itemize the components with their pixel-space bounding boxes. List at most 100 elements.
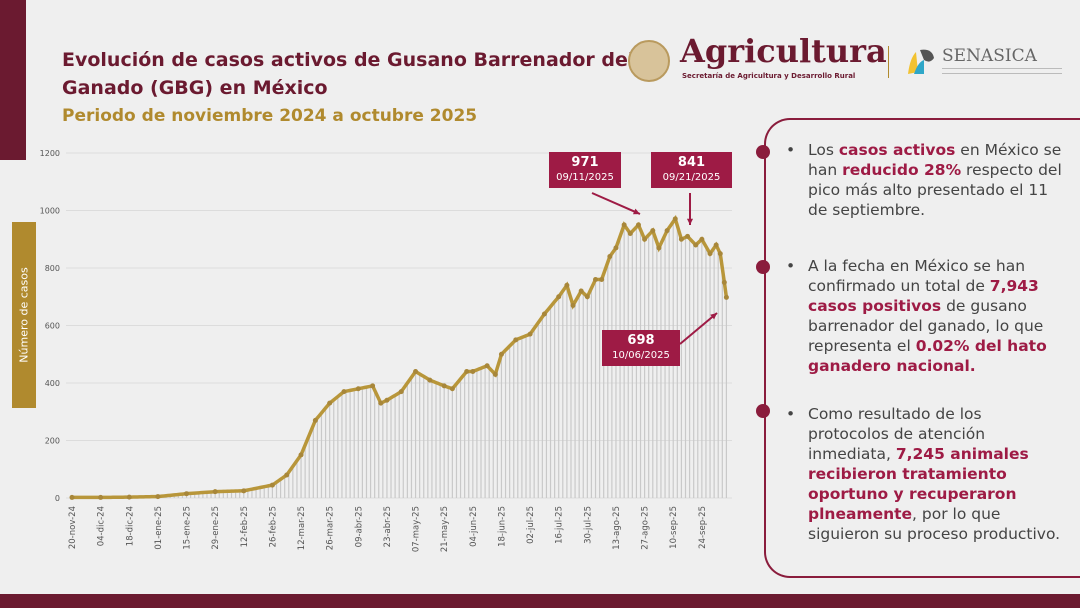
data-point bbox=[370, 383, 376, 389]
data-point bbox=[678, 236, 684, 242]
bullet-dot-1 bbox=[756, 145, 770, 159]
senasica-logo-icon bbox=[908, 49, 934, 74]
data-point bbox=[312, 417, 318, 423]
y-tick-label: 600 bbox=[45, 322, 60, 331]
x-tick-label: 24-sep-25 bbox=[698, 506, 708, 549]
data-point bbox=[155, 494, 161, 500]
data-point bbox=[355, 386, 361, 392]
data-point bbox=[621, 222, 627, 228]
data-point bbox=[126, 494, 132, 500]
bottom-band bbox=[0, 594, 1080, 608]
data-point bbox=[184, 491, 190, 497]
data-point bbox=[717, 251, 723, 257]
data-point bbox=[541, 311, 547, 317]
x-tick-label: 09-abr-25 bbox=[354, 506, 364, 547]
y-tick-label: 1200 bbox=[40, 149, 60, 158]
bullet-text: Como resultado de los protocolos de aten… bbox=[808, 404, 1066, 544]
data-point bbox=[427, 377, 433, 383]
annotation-sep21-value: 841 bbox=[677, 155, 706, 170]
bullet-1: • Los casos activos en México se han redu… bbox=[786, 140, 1066, 220]
annotation-peak: 971 09/11/2025 bbox=[549, 152, 621, 188]
data-point bbox=[707, 251, 713, 257]
x-tick-label: 21-may-25 bbox=[440, 506, 450, 552]
y-axis-label-box bbox=[12, 222, 36, 408]
x-tick-label: 16-jul-25 bbox=[555, 506, 565, 544]
data-point bbox=[650, 228, 656, 234]
body-text: Como resultado de los protocolos de aten… bbox=[808, 405, 986, 463]
data-point bbox=[327, 400, 333, 406]
data-point bbox=[656, 245, 662, 251]
data-point bbox=[413, 369, 419, 374]
highlight-text: reducido 28% bbox=[842, 161, 962, 179]
bullet-3: • Como resultado de los protocolos de ate… bbox=[786, 404, 1066, 544]
data-point bbox=[513, 337, 519, 343]
x-tick-label: 04-dic-24 bbox=[97, 506, 107, 546]
data-point bbox=[441, 383, 447, 389]
y-tick-label: 400 bbox=[45, 379, 60, 388]
x-tick-label: 12-feb-25 bbox=[240, 506, 250, 547]
body-text: en México se han bbox=[808, 141, 1062, 179]
data-point bbox=[269, 482, 275, 488]
bullet-text: A la fecha en México se han confirmado u… bbox=[808, 256, 1066, 376]
annotation-sep21-date: 09/21/2025 bbox=[662, 172, 721, 183]
bullet-mark: • bbox=[786, 141, 796, 159]
top-left-band bbox=[0, 0, 26, 160]
x-tick-label: 13-ago-25 bbox=[612, 506, 622, 550]
data-point bbox=[607, 254, 613, 259]
body-text: respecto del pico más alto presentado el… bbox=[808, 161, 1062, 219]
page-subtitle: Periodo de noviembre 2024 a octubre 2025 bbox=[62, 106, 478, 126]
senasica-subtitle bbox=[942, 68, 1062, 74]
national-seal-icon bbox=[628, 40, 670, 82]
data-point bbox=[298, 452, 304, 458]
data-point bbox=[384, 397, 390, 403]
data-point bbox=[723, 294, 729, 300]
data-point bbox=[470, 369, 476, 374]
page-title: Evolución de casos activos de Gusano Bar… bbox=[62, 49, 635, 99]
x-tick-label: 26-feb-25 bbox=[268, 506, 278, 547]
data-point bbox=[241, 488, 247, 494]
data-point bbox=[492, 371, 498, 377]
x-tick-label: 15-ene-25 bbox=[183, 506, 193, 550]
annotation-latest-date: 10/06/2025 bbox=[612, 350, 670, 361]
body-text: , por lo que siguieron su proceso produc… bbox=[808, 505, 1061, 543]
data-point bbox=[378, 400, 384, 406]
arrow-peak-head bbox=[633, 208, 640, 215]
x-tick-label: 12-mar-25 bbox=[297, 506, 307, 550]
x-tick-label: 02-jul-25 bbox=[526, 506, 536, 544]
data-point bbox=[484, 363, 490, 369]
y-tick-label: 0 bbox=[55, 494, 60, 503]
data-point bbox=[69, 494, 75, 500]
data-point bbox=[578, 288, 584, 294]
y-tick-label: 800 bbox=[45, 264, 60, 273]
bullet-mark: • bbox=[786, 405, 796, 423]
data-point bbox=[464, 369, 470, 374]
arrow-latest bbox=[679, 312, 718, 345]
data-point bbox=[664, 228, 670, 234]
data-point bbox=[672, 216, 678, 222]
data-point bbox=[284, 472, 290, 478]
data-point bbox=[398, 389, 404, 395]
data-point bbox=[642, 236, 648, 242]
data-point bbox=[570, 302, 576, 308]
data-point bbox=[98, 494, 104, 500]
highlight-text: 0.02% del hato ganadero nacional. bbox=[808, 337, 1047, 375]
senasica-logo: SENASICA bbox=[942, 46, 1037, 66]
body-text: A la fecha en México se han confirmado u… bbox=[808, 257, 1026, 295]
data-point bbox=[685, 233, 691, 239]
data-point bbox=[564, 282, 570, 288]
annotation-sep21: 841 09/21/2025 bbox=[651, 152, 732, 188]
data-point bbox=[613, 245, 619, 251]
x-tick-label: 23-abr-25 bbox=[383, 506, 393, 547]
data-point bbox=[212, 489, 218, 495]
arrow-latest-head bbox=[710, 313, 717, 320]
x-tick-label: 27-ago-25 bbox=[641, 506, 651, 550]
bullet-mark: • bbox=[786, 257, 796, 275]
data-point bbox=[699, 236, 705, 242]
agricultura-subtitle: Secretaría de Agricultura y Desarrollo R… bbox=[682, 72, 856, 80]
x-tick-label: 01-ene-25 bbox=[154, 506, 164, 550]
x-tick-label: 07-may-25 bbox=[412, 506, 422, 552]
bullet-2: • A la fecha en México se han confirmado … bbox=[786, 256, 1066, 376]
bullet-dot-2 bbox=[756, 260, 770, 274]
data-point bbox=[627, 231, 633, 236]
data-point bbox=[635, 222, 641, 228]
